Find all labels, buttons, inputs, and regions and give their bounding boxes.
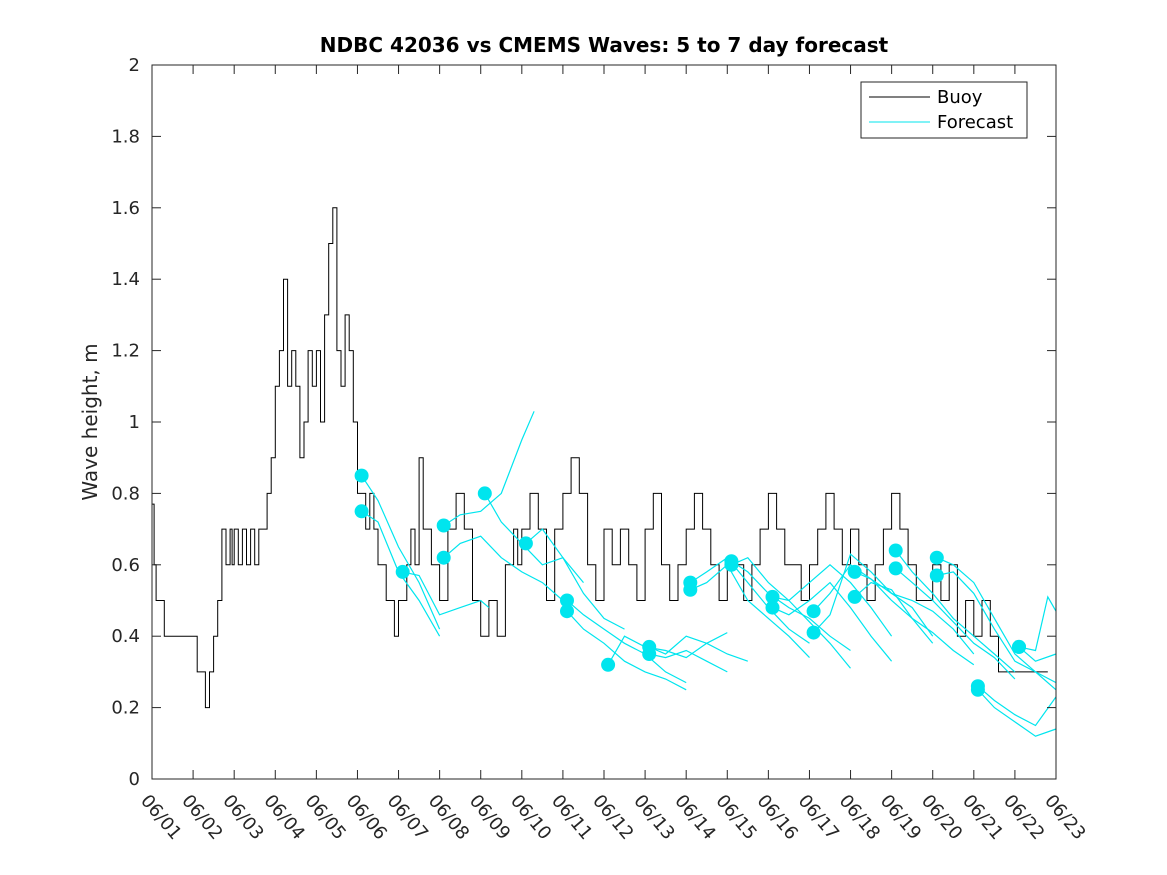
forecast-start-marker-29 — [1012, 639, 1026, 654]
forecast-series-line-13 — [690, 563, 810, 659]
forecast-series-line-23 — [895, 567, 1016, 680]
forecast-series-line-17 — [772, 581, 893, 662]
x-tick-label: 06/13 — [629, 791, 678, 844]
forecast-series-line-26 — [977, 685, 1057, 727]
x-tick-label: 06/15 — [711, 791, 760, 844]
forecast-start-marker-25 — [929, 568, 944, 583]
forecast-series-line-27 — [977, 689, 1057, 737]
forecast-series-line-3 — [443, 411, 535, 527]
forecast-series-line-21 — [854, 581, 975, 666]
forecast-start-marker-11 — [642, 647, 657, 661]
forecast-start-marker-18 — [806, 604, 821, 619]
x-tick-label: 06/05 — [301, 791, 350, 844]
x-tick-label: 06/21 — [958, 791, 1007, 844]
forecast-series-line-28 — [1018, 595, 1057, 652]
forecast-start-marker-1 — [354, 504, 369, 519]
forecast-start-marker-17 — [765, 600, 780, 615]
forecast-series-line-5 — [484, 493, 584, 583]
y-tick-label: 1.4 — [111, 269, 140, 290]
forecast-series-line-12 — [689, 556, 810, 644]
y-tick-label: 1.2 — [111, 341, 140, 362]
forecast-series-line-20 — [854, 571, 975, 655]
forecast-series-line-4 — [443, 535, 564, 601]
y-tick-label: 0.6 — [111, 555, 140, 576]
forecast-start-marker-21 — [847, 589, 862, 604]
forecast-start-marker-13 — [683, 582, 698, 597]
x-tick-label: 06/16 — [753, 791, 802, 844]
forecast-start-marker-4 — [436, 550, 451, 565]
forecast-start-marker-0 — [354, 468, 369, 483]
x-tick-label: 06/06 — [342, 791, 391, 844]
forecast-start-marker-6 — [518, 536, 533, 551]
x-tick-label: 06/11 — [547, 791, 596, 844]
forecast-start-marker-3 — [436, 518, 451, 533]
forecast-start-marker-22 — [888, 543, 903, 558]
y-tick-label: 2 — [129, 55, 140, 76]
x-tick-label: 06/17 — [794, 791, 843, 844]
forecast-series-line-9 — [607, 632, 728, 666]
x-tick-label: 06/10 — [506, 791, 555, 844]
y-tick-label: 1.8 — [111, 126, 140, 147]
forecast-series-line-16 — [772, 564, 893, 637]
x-tick-label: 06/07 — [383, 791, 432, 844]
legend-box — [860, 81, 1028, 139]
forecast-series-line-7 — [566, 600, 687, 684]
x-tick-label: 06/12 — [588, 791, 637, 844]
forecast-start-marker-20 — [847, 564, 862, 579]
forecast-series-line-22 — [895, 550, 1016, 673]
x-tick-label: 06/03 — [218, 791, 267, 844]
forecast-start-marker-7 — [560, 593, 574, 608]
y-tick-label: 0 — [129, 769, 140, 790]
plot-area — [152, 207, 1057, 737]
y-axis-label: Wave height, m — [78, 343, 102, 500]
x-tick-label: 06/02 — [177, 791, 226, 844]
forecast-series-line-29 — [1018, 646, 1057, 662]
forecast-series-line-25 — [936, 571, 1057, 691]
forecast-series-line-0 — [361, 475, 441, 630]
forecast-start-marker-2 — [395, 564, 410, 579]
x-tick-label: 06/18 — [835, 791, 884, 844]
forecast-start-marker-9 — [601, 657, 616, 672]
forecast-start-marker-23 — [888, 561, 903, 576]
forecast-start-marker-5 — [477, 486, 492, 501]
x-tick-label: 06/19 — [876, 791, 925, 844]
forecast-series-line-14 — [731, 560, 851, 651]
forecast-series-line-10 — [648, 635, 748, 662]
forecast-start-marker-19 — [806, 625, 821, 640]
y-tick-label: 0.8 — [111, 483, 140, 504]
forecast-series-line-11 — [649, 649, 728, 673]
forecast-series-line-6 — [525, 528, 625, 630]
legend: Buoy Forecast — [860, 81, 1028, 139]
chart-title: NDBC 42036 vs CMEMS Waves: 5 to 7 day fo… — [320, 33, 889, 57]
forecast-start-marker-15 — [724, 557, 739, 572]
buoy-series-line — [152, 207, 1048, 709]
legend-forecast-label: Forecast — [937, 112, 1013, 133]
plot-frame — [151, 64, 1057, 780]
forecast-series-line-8 — [566, 610, 687, 691]
y-tick-label: 0.4 — [111, 626, 140, 647]
y-tick-label: 1 — [129, 412, 140, 433]
forecast-series-line-19 — [813, 553, 934, 637]
x-tick-label: 06/01 — [136, 791, 185, 844]
x-tick-label: 06/23 — [1040, 791, 1089, 844]
x-tick-label: 06/20 — [917, 791, 966, 844]
forecast-start-marker-8 — [560, 604, 574, 619]
forecast-series-line-18 — [813, 563, 934, 644]
forecast-start-marker-24 — [929, 550, 944, 565]
x-tick-label: 06/09 — [465, 791, 514, 844]
forecast-series-line-2 — [402, 571, 490, 616]
x-tick-label: 06/08 — [424, 791, 473, 844]
x-tick-label: 06/14 — [670, 791, 719, 844]
x-tick-label: 06/22 — [999, 791, 1048, 844]
x-tick-label: 06/04 — [259, 791, 308, 844]
forecast-start-marker-27 — [970, 682, 985, 697]
y-tick-label: 1.6 — [111, 198, 140, 219]
legend-buoy-label: Buoy — [937, 87, 983, 108]
y-tick-label: 0.2 — [111, 698, 140, 719]
forecast-start-marker-16 — [765, 589, 780, 604]
